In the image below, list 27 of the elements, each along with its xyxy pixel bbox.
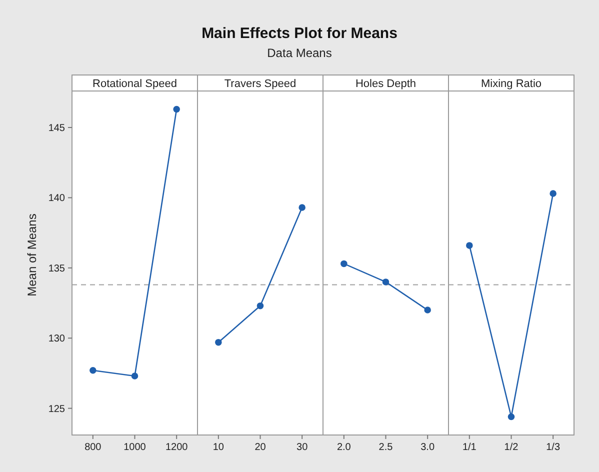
point [173, 106, 180, 113]
chart-title: Travers Speed [224, 78, 296, 90]
x-tick-label: 800 [84, 442, 102, 453]
x-tick-label: 2.0 [336, 442, 352, 453]
text: Main Effects Plot for Means [202, 25, 398, 42]
x-tick-label: 2.5 [378, 442, 394, 453]
x-tick-label: 30 [296, 442, 308, 453]
y-tick-label: 125 [48, 404, 66, 415]
y-tick-label: 145 [48, 123, 66, 134]
chart-title: Rotational Speed [92, 78, 177, 90]
x-tick-label: 10 [212, 442, 224, 453]
chart-title: Holes Depth [355, 78, 416, 90]
x-tick-label: 1/2 [504, 442, 519, 453]
x-tick-label: 1/3 [546, 442, 560, 453]
x-tick-label: 3.0 [420, 442, 435, 453]
x-tick-label: 1000 [124, 442, 146, 453]
y-axis-title: Mean of Means [25, 214, 39, 296]
x-tick-label: 1200 [165, 442, 188, 453]
y-tick-label: 140 [48, 193, 66, 204]
y-tick-label: 135 [48, 263, 66, 274]
y-tick-label: 130 [48, 334, 66, 345]
text: Data Means [267, 46, 332, 60]
point [90, 367, 96, 374]
x-tick-label: 1/1 [462, 442, 477, 453]
chart-title: Mixing Ratio [480, 78, 542, 90]
point [131, 372, 138, 380]
x-tick-label: 20 [254, 442, 266, 453]
